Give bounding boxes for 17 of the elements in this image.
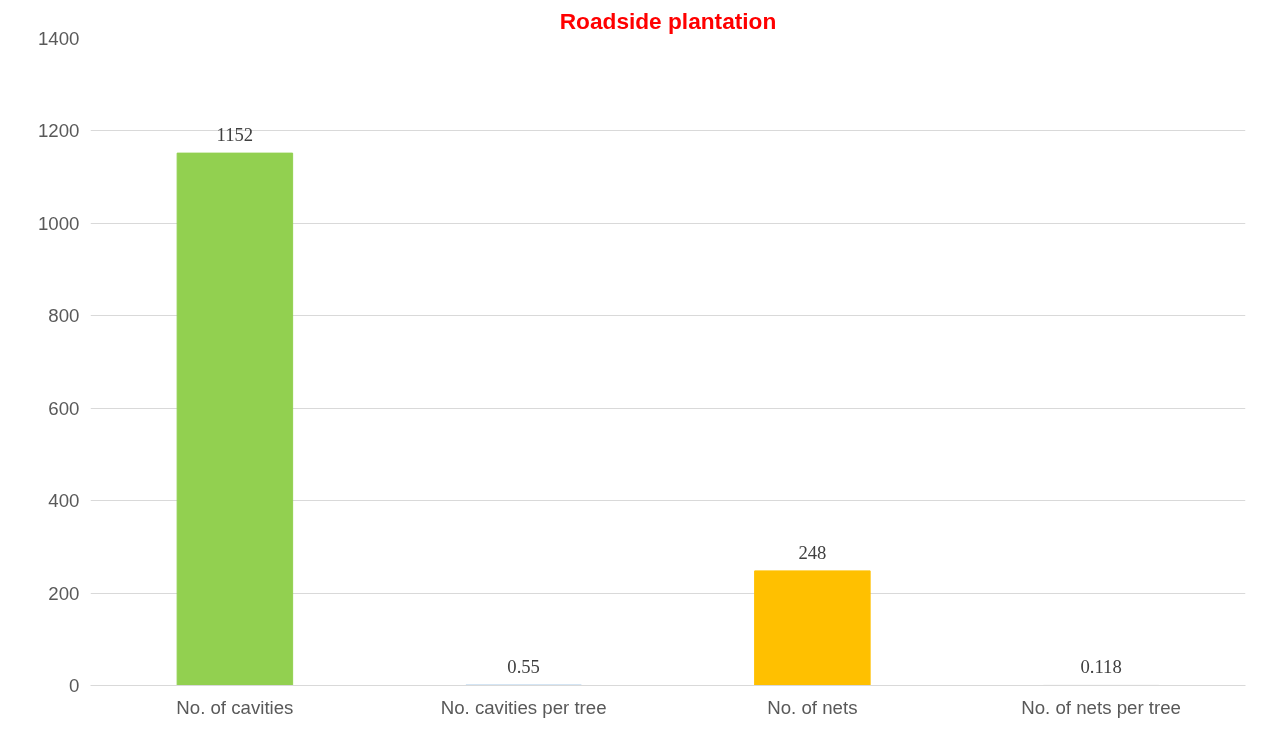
x-tick-label: No. of nets per tree bbox=[1021, 696, 1181, 718]
x-tick-label: No. of nets bbox=[767, 696, 858, 718]
y-tick-label: 1200 bbox=[38, 120, 80, 142]
data-label: 0.55 bbox=[507, 656, 540, 678]
chart-title: Roadside plantation bbox=[559, 7, 777, 34]
x-tick-label: No. cavities per tree bbox=[440, 696, 607, 718]
y-tick-label: 200 bbox=[48, 582, 80, 604]
x-tick-label: No. of cavities bbox=[176, 696, 294, 718]
y-tick-label: 0 bbox=[69, 675, 80, 696]
data-label: 1152 bbox=[216, 124, 254, 146]
y-tick-label: 800 bbox=[48, 305, 80, 327]
data-label: 0.118 bbox=[1080, 656, 1122, 678]
y-tick-label: 400 bbox=[48, 490, 80, 512]
y-tick-label: 1400 bbox=[38, 28, 80, 49]
y-tick-label: 600 bbox=[48, 397, 80, 419]
data-label: 248 bbox=[798, 541, 827, 563]
y-tick-label: 1000 bbox=[38, 212, 80, 234]
